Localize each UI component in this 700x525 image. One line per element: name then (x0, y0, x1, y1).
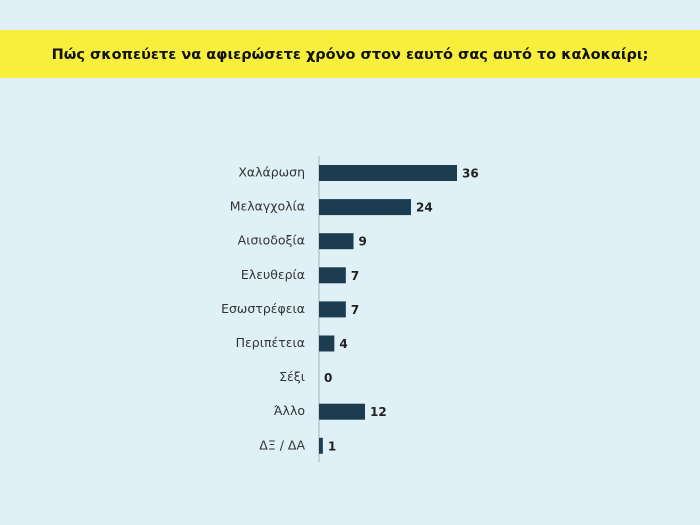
category-label: Σέξι (279, 369, 305, 384)
value-label: 24 (416, 201, 433, 215)
bar (319, 437, 323, 454)
value-label: 7 (351, 303, 359, 317)
value-label: 4 (339, 337, 347, 351)
category-label: ΔΞ / ΔΑ (259, 437, 305, 452)
chart-title: Πώς σκοπεύετε να αφιερώσετε χρόνο στον ε… (52, 47, 649, 63)
category-label: Αισιοδοξία (238, 233, 305, 248)
value-label: 0 (324, 371, 332, 385)
value-label: 9 (359, 235, 367, 249)
category-label: Χαλάρωση (238, 165, 305, 180)
category-label: Εσωστρέφεια (221, 301, 305, 316)
category-label: Περιπέτεια (236, 335, 305, 350)
bar (319, 199, 411, 216)
value-label: 7 (351, 269, 359, 283)
bar (319, 267, 346, 284)
bar (319, 233, 354, 250)
bar (319, 403, 365, 420)
category-label: Μελαγχολία (230, 199, 305, 214)
title-band (0, 30, 700, 78)
value-label: 12 (370, 405, 387, 419)
value-label: 1 (328, 439, 336, 453)
category-label: Ελευθερία (241, 267, 305, 282)
bar (319, 335, 335, 352)
bar (319, 165, 457, 181)
value-label: 36 (462, 167, 479, 181)
bar (319, 301, 346, 318)
category-label: Άλλο (274, 403, 305, 418)
